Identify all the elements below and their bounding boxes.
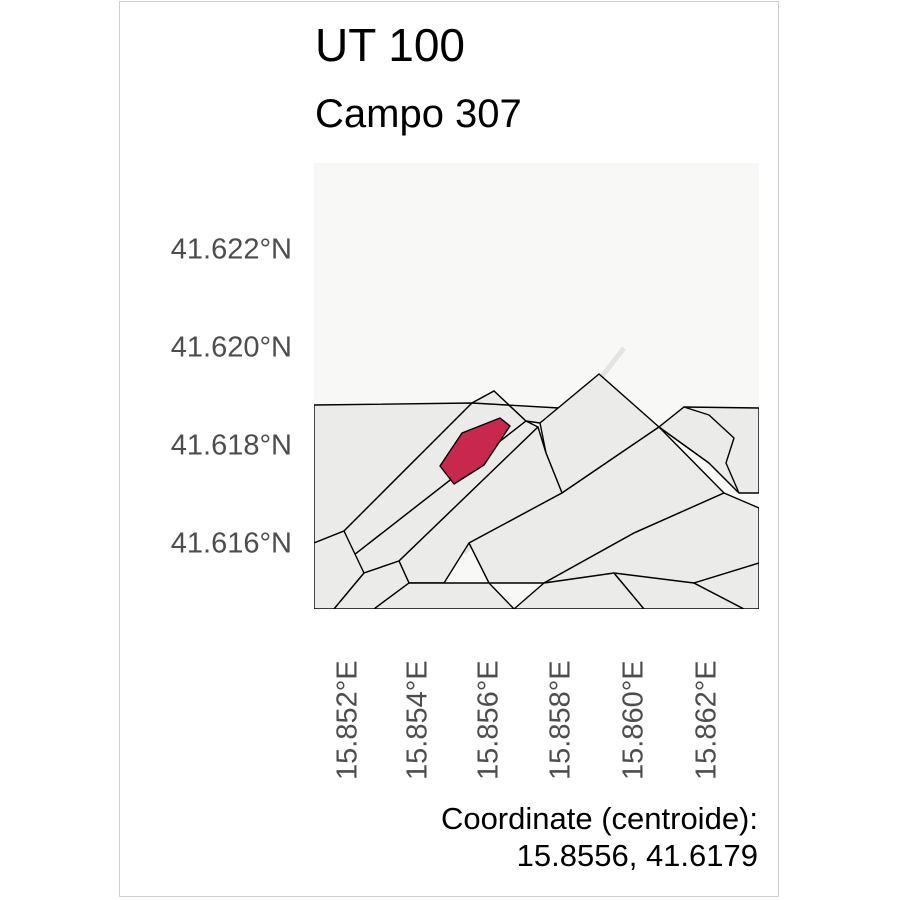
y-tick-label: 41.622°N (170, 233, 292, 266)
x-tick-label: 15.860°E (617, 660, 650, 780)
y-tick-label: 41.620°N (170, 331, 292, 364)
parcel (693, 562, 759, 609)
caption-line-1: Coordinate (centroide): (440, 801, 758, 836)
page-title: UT 100 (315, 19, 466, 71)
x-tick-label: 15.854°E (401, 660, 434, 780)
parcels (314, 373, 759, 609)
x-tick-label: 15.852°E (331, 660, 364, 780)
coordinates-caption: Coordinate (centroide): 15.8556, 41.6179 (441, 800, 758, 874)
parcel-map (314, 163, 759, 609)
x-tick-label: 15.858°E (544, 660, 577, 780)
parcel (373, 582, 515, 609)
parcel (471, 390, 560, 424)
x-tick-label: 15.862°E (690, 660, 723, 780)
highlighted-field (439, 417, 511, 485)
parcel (658, 406, 740, 494)
page-subtitle: Campo 307 (315, 92, 522, 136)
x-tick-label: 15.856°E (472, 660, 505, 780)
y-tick-label: 41.618°N (170, 429, 292, 462)
y-tick-label: 41.616°N (170, 527, 292, 560)
parcel (333, 560, 410, 609)
caption-line-2: 15.8556, 41.6179 (516, 838, 758, 873)
